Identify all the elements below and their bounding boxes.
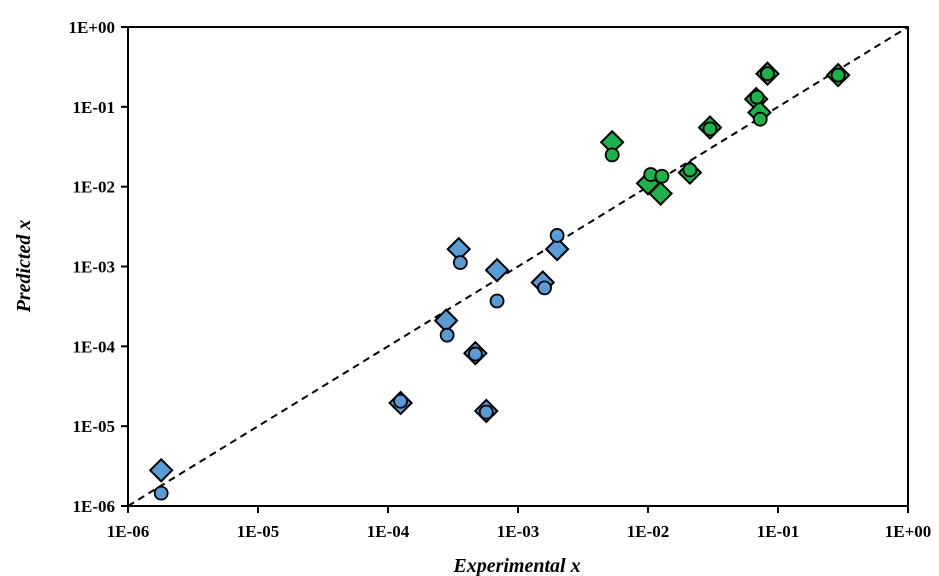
circle-point: [702, 121, 718, 137]
reference-line-y-equals-x: [127, 26, 909, 507]
x-tick-label: 1E-06: [107, 522, 150, 541]
diamond-point: [544, 236, 570, 262]
circle-point: [537, 280, 552, 296]
x-tick-label: 1E-03: [497, 522, 540, 541]
circle-point: [749, 89, 765, 105]
x-tick-label: 1E-05: [237, 522, 280, 541]
x-axis-title: Experimental x: [452, 555, 580, 576]
y-axis-title: Predicted x: [13, 220, 35, 314]
circle-point: [604, 147, 620, 163]
circle-point: [752, 111, 768, 127]
x-tick-label: 1E-02: [627, 522, 670, 541]
circle-point: [549, 228, 565, 243]
circle-point: [682, 162, 698, 178]
y-tick-label: 1E-03: [73, 258, 116, 277]
x-tick-label: 1E+00: [885, 522, 932, 541]
diamond-point: [648, 181, 674, 206]
circle-point: [153, 485, 169, 501]
circle-point: [467, 346, 483, 362]
circle-point: [452, 255, 468, 270]
y-tick-label: 1E-05: [73, 417, 116, 436]
y-tick-label: 1E-06: [73, 497, 116, 516]
circle-point: [654, 168, 670, 184]
y-tick-label: 1E-04: [73, 337, 116, 356]
circle-point: [760, 66, 775, 82]
diamond-point: [148, 457, 174, 483]
diamond-point: [484, 257, 510, 283]
circle-point: [439, 327, 455, 343]
y-tick-label: 1E-02: [73, 178, 116, 197]
x-tick-label: 1E-04: [367, 522, 410, 541]
circle-point: [830, 67, 846, 83]
y-tick-label: 1E-01: [73, 98, 116, 117]
circle-point: [478, 404, 494, 420]
x-tick-label: 1E-01: [757, 522, 800, 541]
circle-point: [393, 393, 408, 409]
y-tick-label: 1E+00: [68, 18, 115, 37]
circle-point: [489, 293, 505, 309]
